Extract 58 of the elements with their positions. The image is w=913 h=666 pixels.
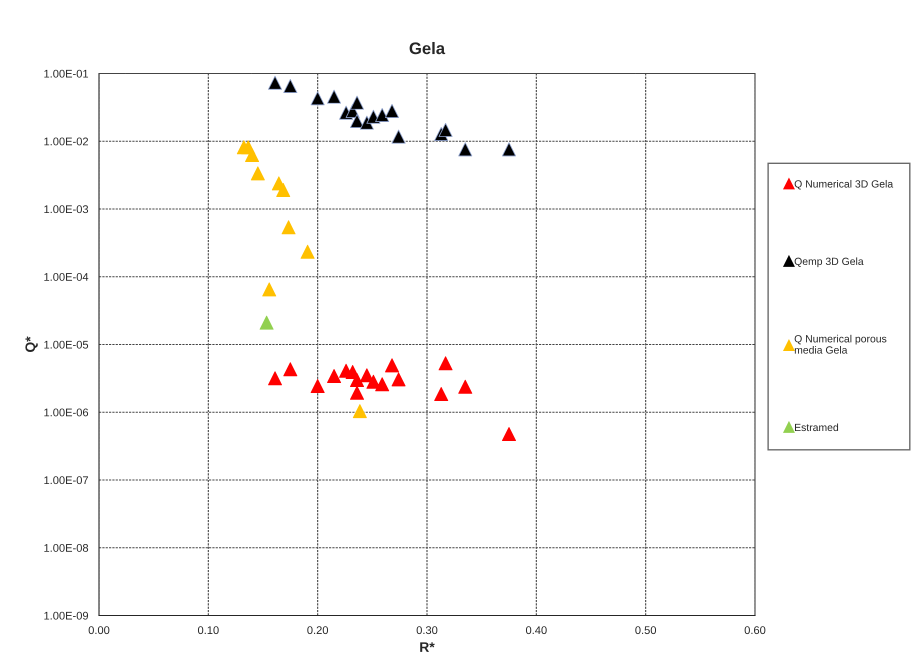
y-tick-label: 1.00E-01 — [44, 70, 88, 78]
y-tick-label: 1.00E-03 — [44, 205, 88, 214]
legend-label: Estramed — [795, 423, 838, 432]
legend-label: Q Numerical 3D Gela — [794, 180, 894, 190]
legend-label: Q Numerical porous media Gela — [794, 334, 886, 354]
point — [502, 427, 516, 442]
point — [310, 378, 325, 394]
point — [438, 122, 453, 137]
point — [276, 182, 290, 197]
x-tick-label: 0.30 — [416, 626, 438, 634]
y-tick-label: 1.00E-06 — [44, 408, 88, 416]
point — [392, 372, 406, 386]
point — [366, 374, 380, 389]
y-tick-label: 1.00E-09 — [44, 612, 88, 620]
legend-label: Qemp 3D Gela — [794, 257, 864, 268]
x-tick-label: 0.00 — [88, 626, 110, 634]
point — [360, 368, 374, 382]
point — [350, 373, 364, 388]
x-axis-title: R* — [420, 642, 435, 652]
point — [300, 244, 315, 259]
point — [385, 104, 400, 118]
x-tick-label: 0.40 — [526, 626, 547, 634]
point — [350, 114, 364, 128]
y-tick-label: 1.00E-02 — [44, 138, 88, 146]
point — [310, 91, 325, 106]
point — [282, 220, 296, 234]
x-tick-label: 0.10 — [198, 626, 219, 634]
x-tick-label: 0.60 — [744, 626, 766, 634]
x-tick-label: 0.50 — [635, 626, 656, 634]
x-tick-label: 0.20 — [307, 626, 328, 634]
point — [250, 166, 265, 180]
point — [268, 371, 282, 386]
point — [268, 76, 282, 90]
point — [438, 356, 453, 370]
point — [375, 377, 390, 392]
point — [262, 282, 276, 296]
point — [327, 90, 342, 104]
y-tick-label: 1.00E-04 — [44, 273, 88, 281]
point — [392, 130, 406, 144]
point — [245, 148, 260, 162]
y-tick-label: 1.00E-07 — [44, 476, 88, 484]
point — [458, 142, 472, 156]
point — [327, 368, 342, 383]
y-tick-label: 1.00E-05 — [44, 340, 88, 349]
chart-title: Gela — [410, 42, 446, 54]
y-axis-title: Q* — [25, 336, 38, 352]
point — [458, 380, 472, 394]
y-tick-label: 1.00E-08 — [44, 544, 88, 552]
point — [375, 108, 390, 122]
point — [502, 142, 516, 156]
point — [350, 386, 364, 400]
point — [434, 386, 448, 401]
point — [352, 404, 367, 418]
point — [260, 316, 274, 330]
point — [283, 78, 298, 94]
point — [385, 358, 400, 372]
point — [283, 362, 298, 376]
point — [350, 96, 364, 110]
